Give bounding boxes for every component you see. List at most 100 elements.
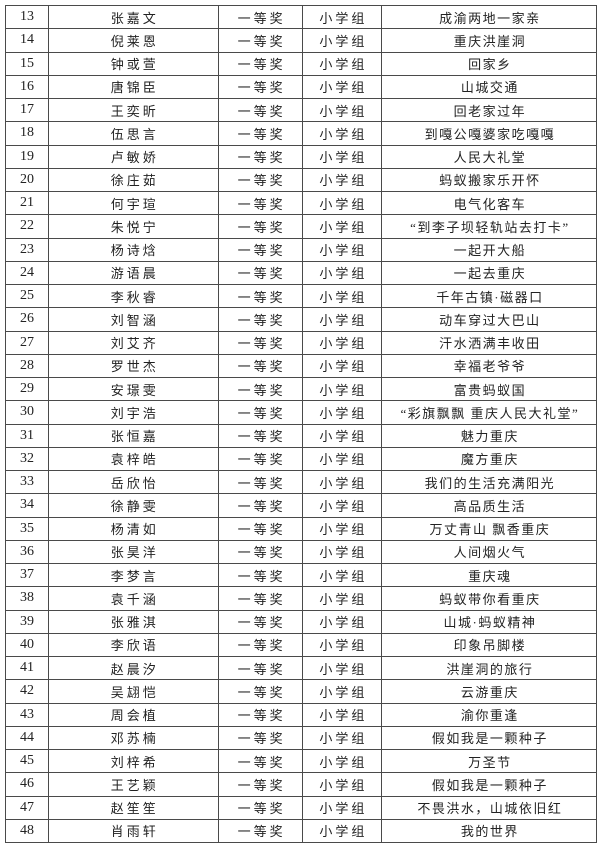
cell-award: 一等奖 <box>217 679 303 704</box>
cell-name: 唐锦臣 <box>47 74 219 100</box>
cell-award: 一等奖 <box>217 516 303 541</box>
cell-name: 卢敏娇 <box>47 144 219 169</box>
cell-award: 一等奖 <box>217 446 303 472</box>
cell-name: 王奕昕 <box>47 97 219 123</box>
cell-award: 一等奖 <box>217 632 303 658</box>
cell-award: 一等奖 <box>217 237 303 262</box>
cell-title: 幸福老爷爷 <box>381 353 597 379</box>
cell-name: 杨诗焓 <box>47 237 219 262</box>
cell-title: 人间烟火气 <box>381 539 597 565</box>
cell-no: 13 <box>5 4 49 30</box>
table-row: 39 张雅淇 一等奖 小学组 山城·蚂蚁精神 <box>5 609 597 634</box>
cell-no: 39 <box>5 609 49 634</box>
table-row: 40 李欣语 一等奖 小学组 印象吊脚楼 <box>5 632 597 658</box>
table-row: 34 徐静雯 一等奖 小学组 高品质生活 <box>5 493 597 518</box>
cell-no: 19 <box>5 144 49 169</box>
cell-group: 小学组 <box>301 260 383 286</box>
table-row: 44 邓苏楠 一等奖 小学组 假如我是一颗种子 <box>5 725 597 751</box>
cell-name: 刘智涵 <box>47 307 219 332</box>
cell-award: 一等奖 <box>217 586 303 611</box>
cell-no: 27 <box>5 330 49 355</box>
cell-no: 46 <box>5 772 49 797</box>
cell-group: 小学组 <box>301 237 383 262</box>
award-table: 13 张嘉文 一等奖 小学组 成渝两地一家亲 14 倪莱恩 一等奖 小学组 重庆洪崖洞 15 钟或萱一… <box>5 4 597 844</box>
cell-name: 肖雨轩 <box>47 818 219 844</box>
cell-award: 一等奖 <box>217 539 303 565</box>
table-row: 37 李梦言 一等奖 小学组 重庆魂 <box>5 562 597 588</box>
cell-title: 蚂蚁带你看重庆 <box>381 586 597 611</box>
cell-no: 22 <box>5 214 49 239</box>
cell-name: 刘宇浩 <box>47 400 219 425</box>
cell-group: 小学组 <box>301 400 383 425</box>
cell-title: 回老家过年 <box>381 97 597 123</box>
cell-title: 山城·蚂蚁精神 <box>381 609 597 634</box>
cell-no: 20 <box>5 167 49 193</box>
cell-award: 一等奖 <box>217 283 303 309</box>
cell-award: 一等奖 <box>217 121 303 146</box>
cell-award: 一等奖 <box>217 423 303 448</box>
cell-award: 一等奖 <box>217 772 303 797</box>
cell-title: 动车穿过大巴山 <box>381 307 597 332</box>
cell-award: 一等奖 <box>217 51 303 76</box>
cell-title: 富贵蚂蚁国 <box>381 376 597 402</box>
cell-name: 倪莱恩 <box>47 28 219 53</box>
table-row: 28 罗世杰 一等奖 小学组 幸福老爷爷 <box>5 353 597 379</box>
cell-no: 48 <box>5 818 49 844</box>
cell-name: 张恒嘉 <box>47 423 219 448</box>
cell-group: 小学组 <box>301 4 383 30</box>
cell-name: 伍思言 <box>47 121 219 146</box>
table-row: 46 王艺颖 一等奖 小学组 假如我是一颗种子 <box>5 772 597 797</box>
table-row: 48 肖雨轩 一等奖 小学组 我的世界 <box>5 818 597 844</box>
cell-name: 周会植 <box>47 702 219 727</box>
table-row: 22 朱悦宁 一等奖 小学组 “到李子坝轻轨站去打卡” <box>5 214 597 239</box>
cell-group: 小学组 <box>301 97 383 123</box>
cell-group: 小学组 <box>301 190 383 216</box>
cell-name: 刘梓希 <box>47 748 219 774</box>
cell-group: 小学组 <box>301 609 383 634</box>
cell-award: 一等奖 <box>217 190 303 216</box>
cell-name: 钟或萱 <box>47 51 219 76</box>
award-table-body: 13 张嘉文 一等奖 小学组 成渝两地一家亲 14 倪莱恩 一等奖 小学组 重庆洪崖洞 15 钟或萱一… <box>5 4 597 844</box>
cell-group: 小学组 <box>301 725 383 751</box>
table-row: 21 何宇瑄 一等奖 小学组 电气化客车 <box>5 190 597 216</box>
cell-title: 印象吊脚楼 <box>381 632 597 658</box>
cell-name: 徐庄茹 <box>47 167 219 193</box>
cell-title: 万圣节 <box>381 748 597 774</box>
table-row: 41 赵晨汐 一等奖 小学组 洪崖洞的旅行 <box>5 655 597 681</box>
cell-group: 小学组 <box>301 51 383 76</box>
table-row: 36 张昊洋 一等奖 小学组 人间烟火气 <box>5 539 597 565</box>
cell-no: 40 <box>5 632 49 658</box>
table-row: 15 钟或萱 一等奖 小学组 回家乡 <box>5 51 597 76</box>
cell-award: 一等奖 <box>217 214 303 239</box>
cell-title: 不畏洪水，山城依旧红 <box>381 795 597 820</box>
cell-name: 李梦言 <box>47 562 219 588</box>
cell-award: 一等奖 <box>217 28 303 53</box>
cell-name: 邓苏楠 <box>47 725 219 751</box>
cell-award: 一等奖 <box>217 330 303 355</box>
table-row: 13 张嘉文 一等奖 小学组 成渝两地一家亲 <box>5 4 597 30</box>
cell-title: 电气化客车 <box>381 190 597 216</box>
cell-title: 魔方重庆 <box>381 446 597 472</box>
cell-group: 小学组 <box>301 818 383 844</box>
cell-award: 一等奖 <box>217 307 303 332</box>
table-row: 24 游语晨 一等奖 小学组 一起去重庆 <box>5 260 597 286</box>
cell-no: 36 <box>5 539 49 565</box>
cell-group: 小学组 <box>301 469 383 495</box>
cell-title: 一起开大船 <box>381 237 597 262</box>
cell-award: 一等奖 <box>217 144 303 169</box>
table-row: 26 刘智涵 一等奖 小学组 动车穿过大巴山 <box>5 307 597 332</box>
cell-no: 21 <box>5 190 49 216</box>
table-row: 32 袁梓皓 一等奖 小学组 魔方重庆 <box>5 446 597 472</box>
cell-group: 小学组 <box>301 655 383 681</box>
cell-title: 我的世界 <box>381 818 597 844</box>
cell-title: 到嘎公嘎婆家吃嘎嘎 <box>381 121 597 146</box>
cell-title: 重庆洪崖洞 <box>381 28 597 53</box>
cell-no: 45 <box>5 748 49 774</box>
cell-group: 小学组 <box>301 74 383 100</box>
cell-group: 小学组 <box>301 586 383 611</box>
cell-title: 魅力重庆 <box>381 423 597 448</box>
cell-group: 小学组 <box>301 516 383 541</box>
table-row: 16 唐锦臣 一等奖 小学组 山城交通 <box>5 74 597 100</box>
cell-name: 朱悦宁 <box>47 214 219 239</box>
cell-no: 42 <box>5 679 49 704</box>
